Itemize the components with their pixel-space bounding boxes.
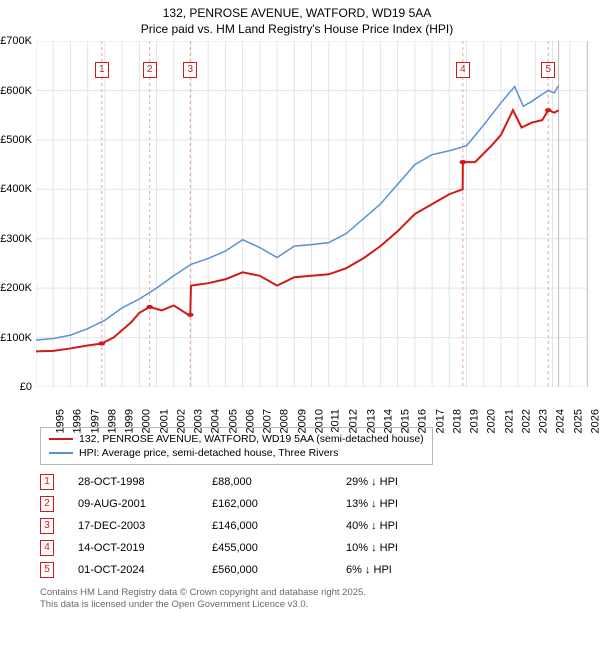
chart-title-line1: 132, PENROSE AVENUE, WATFORD, WD19 5AA: [0, 6, 594, 22]
price-row-diff: 6% ↓ HPI: [346, 564, 466, 576]
x-tick-label: 2012: [348, 409, 360, 433]
price-row: 5 01-OCT-2024 £560,000 6% ↓ HPI: [40, 559, 588, 581]
y-axis-labels: £0£100K£200K£300K£400K£500K£600K£700K: [0, 41, 36, 387]
x-tick-label: 2007: [261, 409, 273, 433]
page: 132, PENROSE AVENUE, WATFORD, WD19 5AA P…: [0, 0, 600, 650]
x-tick-label: 2018: [451, 409, 463, 433]
x-axis-labels: 1995199619971998199920002001200220032004…: [36, 387, 588, 421]
price-row-price: £162,000: [212, 498, 332, 510]
price-row-date: 28-OCT-1998: [78, 476, 198, 488]
x-tick-label: 2023: [537, 409, 549, 433]
legend-label: HPI: Average price, semi-detached house,…: [79, 447, 338, 459]
price-row-date: 17-DEC-2003: [78, 520, 198, 532]
price-row-diff: 29% ↓ HPI: [346, 476, 466, 488]
chart-title: 132, PENROSE AVENUE, WATFORD, WD19 5AA P…: [0, 6, 594, 37]
x-tick-label: 2026: [589, 409, 600, 433]
price-row-price: £560,000: [212, 564, 332, 576]
y-tick-label: £200K: [0, 282, 32, 294]
chart: £0£100K£200K£300K£400K£500K£600K£700K 12…: [36, 41, 588, 421]
x-tick-label: 2001: [158, 409, 170, 433]
y-tick-label: £400K: [0, 183, 32, 195]
sale-badge: 5: [541, 62, 555, 78]
price-row-diff: 13% ↓ HPI: [346, 498, 466, 510]
license-text: Contains HM Land Registry data © Crown c…: [40, 587, 588, 611]
price-row-badge: 3: [40, 518, 54, 534]
y-tick-label: £0: [20, 381, 32, 393]
license-line2: This data is licensed under the Open Gov…: [40, 599, 588, 611]
x-tick-label: 2009: [296, 409, 308, 433]
x-tick-label: 2016: [417, 409, 429, 433]
sale-badge: 1: [95, 62, 109, 78]
price-row-price: £146,000: [212, 520, 332, 532]
x-tick-label: 2000: [141, 409, 153, 433]
sale-badge: 2: [143, 62, 157, 78]
y-tick-label: £700K: [0, 35, 32, 47]
x-tick-label: 2008: [279, 409, 291, 433]
x-tick-label: 1996: [72, 409, 84, 433]
price-row-badge: 2: [40, 496, 54, 512]
y-tick-label: £300K: [0, 233, 32, 245]
x-tick-label: 2022: [520, 409, 532, 433]
x-tick-label: 2003: [192, 409, 204, 433]
x-tick-label: 2017: [434, 409, 446, 433]
x-tick-label: 1997: [89, 409, 101, 433]
price-row-date: 14-OCT-2019: [78, 542, 198, 554]
x-tick-label: 2006: [244, 409, 256, 433]
x-tick-label: 2011: [330, 409, 342, 433]
y-tick-label: £600K: [0, 85, 32, 97]
x-tick-label: 2010: [313, 409, 325, 433]
x-tick-label: 2004: [210, 409, 222, 433]
sale-badge: 4: [456, 62, 470, 78]
x-tick-label: 2002: [175, 409, 187, 433]
price-row-date: 09-AUG-2001: [78, 498, 198, 510]
x-tick-label: 2024: [555, 409, 567, 433]
sale-badge: 3: [183, 62, 197, 78]
price-row-diff: 40% ↓ HPI: [346, 520, 466, 532]
y-tick-label: £100K: [0, 332, 32, 344]
price-row-badge: 1: [40, 474, 54, 490]
chart-title-line2: Price paid vs. HM Land Registry's House …: [0, 22, 594, 38]
price-row-date: 01-OCT-2024: [78, 564, 198, 576]
price-row-badge: 4: [40, 540, 54, 556]
legend-swatch: [49, 438, 73, 440]
legend-swatch: [49, 452, 73, 454]
x-tick-label: 1995: [54, 409, 66, 433]
price-table: 1 28-OCT-1998 £88,000 29% ↓ HPI 2 09-AUG-2001…: [40, 471, 588, 581]
plot-svg: [36, 41, 587, 387]
license-line1: Contains HM Land Registry data © Crown c…: [40, 587, 588, 599]
price-row-price: £455,000: [212, 542, 332, 554]
price-row: 4 14-OCT-2019 £455,000 10% ↓ HPI: [40, 537, 588, 559]
x-tick-label: 2005: [227, 409, 239, 433]
price-row-price: £88,000: [212, 476, 332, 488]
price-row: 3 17-DEC-2003 £146,000 40% ↓ HPI: [40, 515, 588, 537]
x-tick-label: 2021: [503, 409, 515, 433]
x-tick-label: 1999: [123, 409, 135, 433]
plot-area: 1 2 3 4 5: [36, 41, 588, 387]
y-tick-label: £500K: [0, 134, 32, 146]
x-tick-label: 2020: [486, 409, 498, 433]
legend-item: 132, PENROSE AVENUE, WATFORD, WD19 5AA (…: [49, 432, 424, 446]
x-tick-label: 2014: [382, 409, 394, 433]
x-tick-label: 2019: [468, 409, 480, 433]
price-row-diff: 10% ↓ HPI: [346, 542, 466, 554]
legend-label: 132, PENROSE AVENUE, WATFORD, WD19 5AA (…: [79, 433, 424, 445]
x-tick-label: 1998: [106, 409, 118, 433]
price-row-badge: 5: [40, 562, 54, 578]
x-tick-label: 2013: [365, 409, 377, 433]
price-row: 1 28-OCT-1998 £88,000 29% ↓ HPI: [40, 471, 588, 493]
legend-item: HPI: Average price, semi-detached house,…: [49, 446, 424, 460]
x-tick-label: 2015: [399, 409, 411, 433]
price-row: 2 09-AUG-2001 £162,000 13% ↓ HPI: [40, 493, 588, 515]
x-tick-label: 2025: [572, 409, 584, 433]
